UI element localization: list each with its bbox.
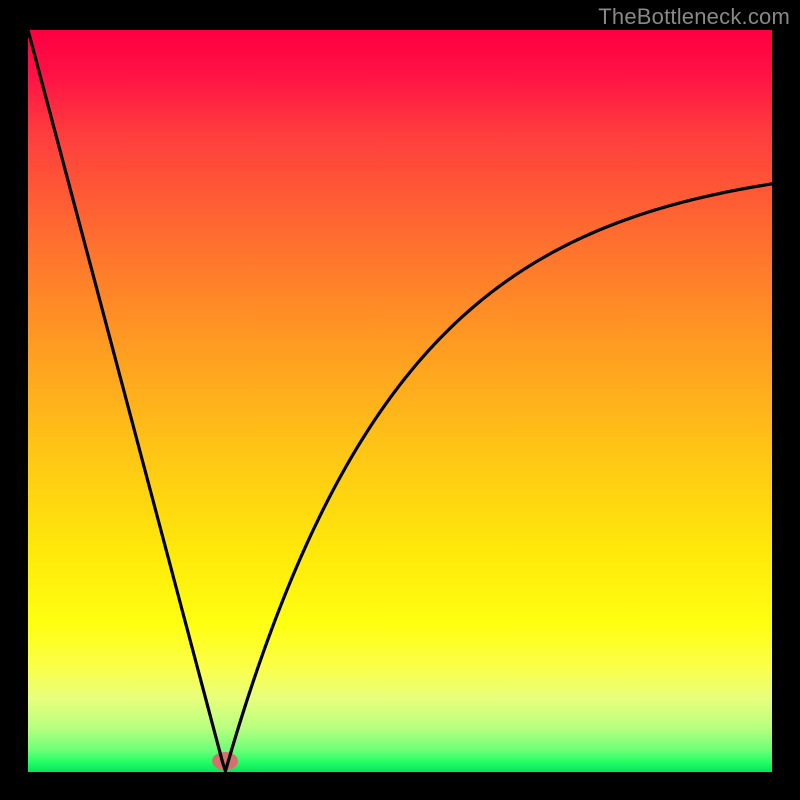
curve-path	[28, 30, 772, 771]
plot-area	[28, 30, 772, 772]
bottleneck-curve	[28, 30, 772, 772]
watermark-text: TheBottleneck.com	[598, 4, 790, 30]
chart-container: TheBottleneck.com	[0, 0, 800, 800]
